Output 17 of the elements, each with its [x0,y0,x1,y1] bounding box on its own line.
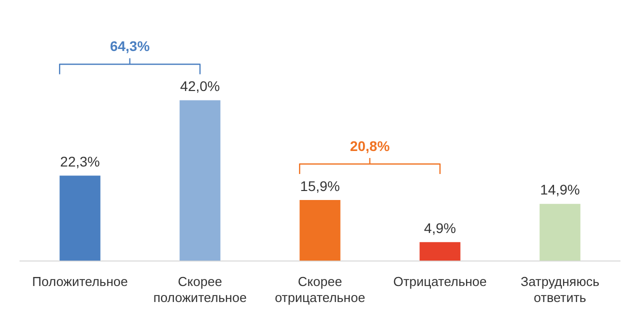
bar [420,242,460,261]
bar [300,200,340,261]
data-label: 4,9% [424,220,456,236]
data-label: 42,0% [180,78,220,94]
data-label: 14,9% [540,182,580,198]
x-tick-label: Скорее отрицательное [274,274,366,305]
x-tick-label: Отрицательное [393,274,487,290]
data-label: 15,9% [300,178,340,194]
annotation: 20,8% [350,138,390,154]
x-tick-label: Затрудняюсь ответить [520,274,600,305]
data-label: 22,3% [60,153,100,170]
bar [180,100,220,261]
x-tick-label: Положительное [32,274,128,290]
text: 64,3% [110,38,150,54]
x-tick-label: Скорее положительное [153,274,247,305]
bar [60,176,100,261]
bar [540,204,580,261]
